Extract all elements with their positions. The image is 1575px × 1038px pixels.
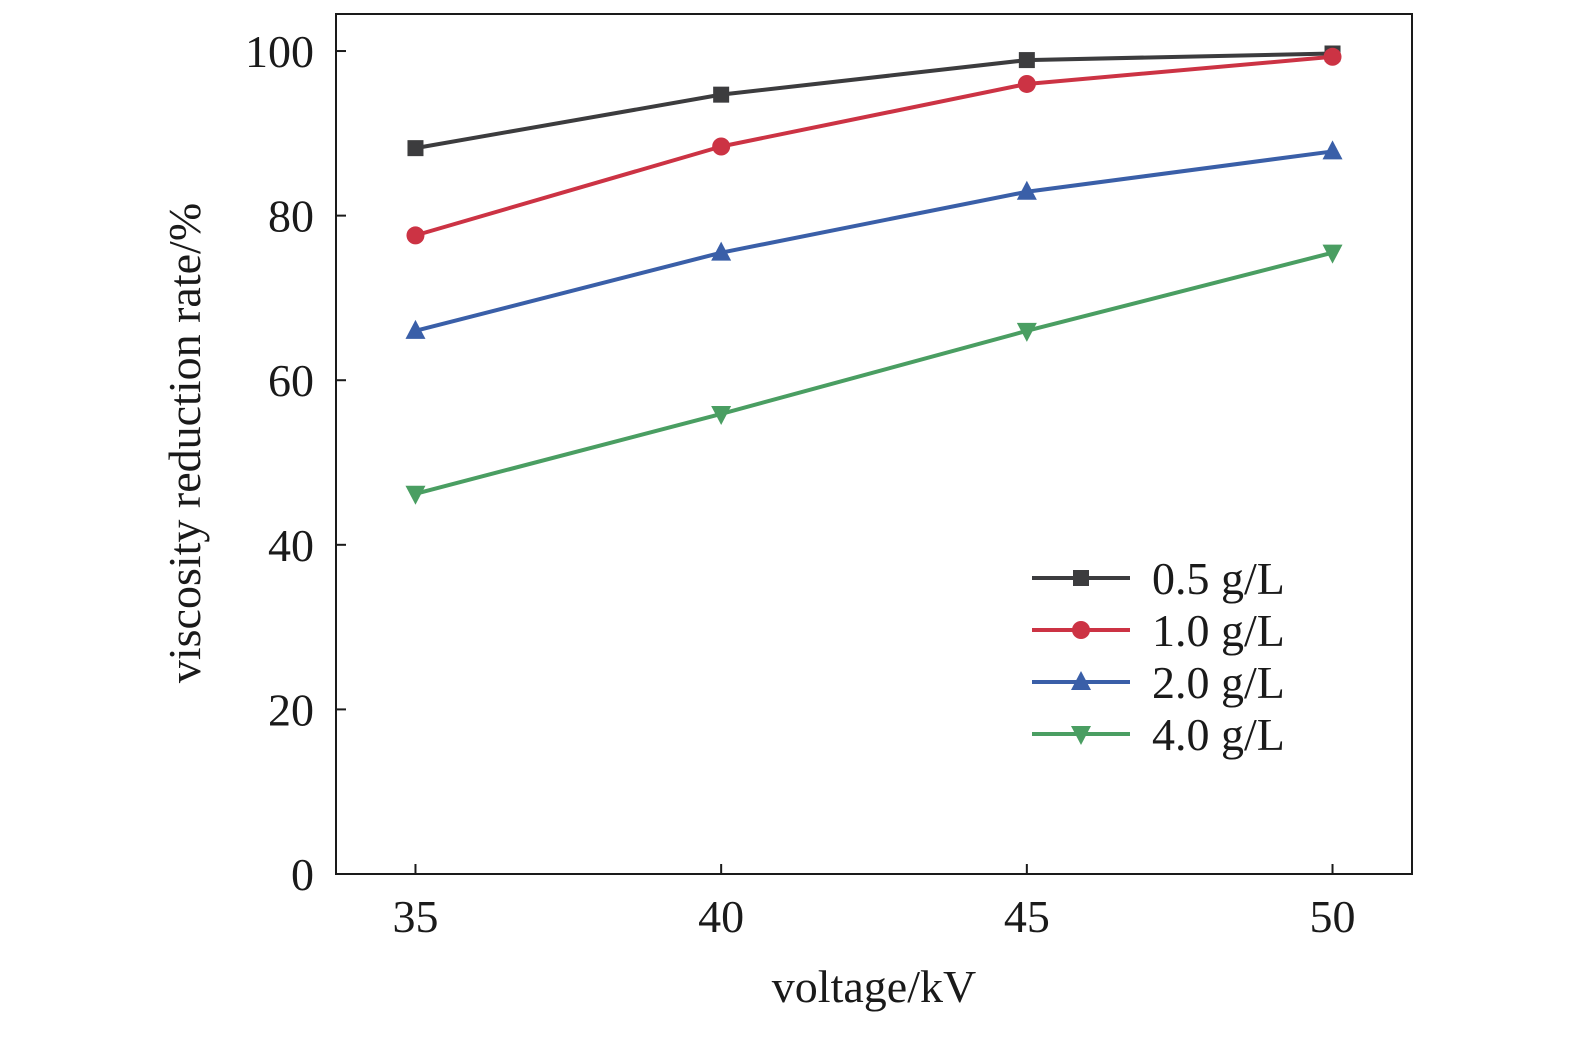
data-point xyxy=(406,226,425,245)
y-tick-label: 100 xyxy=(245,26,314,77)
data-point xyxy=(1016,322,1037,342)
data-point xyxy=(1323,47,1342,66)
plot-frame xyxy=(335,13,1413,875)
x-tick-label: 40 xyxy=(698,891,744,942)
x-tick-label: 45 xyxy=(1004,891,1050,942)
y-axis: 0 20 40 60 80 100 xyxy=(245,26,346,900)
data-point xyxy=(1018,52,1035,69)
data-point xyxy=(1322,140,1343,160)
x-tick-label: 50 xyxy=(1310,891,1356,942)
legend: 0.5 g/L1.0 g/L2.0 g/L4.0 g/L xyxy=(1032,553,1285,760)
data-point xyxy=(711,405,732,425)
y-tick-label: 0 xyxy=(291,849,314,900)
legend-label: 4.0 g/L xyxy=(1152,709,1285,760)
series-line xyxy=(414,250,1334,496)
y-tick-label: 40 xyxy=(268,520,314,571)
legend-label: 2.0 g/L xyxy=(1152,657,1285,708)
legend-label: 0.5 g/L xyxy=(1152,553,1285,604)
data-point xyxy=(712,137,731,156)
legend-marker xyxy=(1071,726,1091,745)
y-tick-label: 60 xyxy=(268,355,314,406)
data-point xyxy=(1017,74,1036,93)
legend-marker xyxy=(1073,570,1089,586)
series-layer xyxy=(405,45,1343,505)
series-line xyxy=(414,54,1333,238)
y-tick-label: 80 xyxy=(268,191,314,242)
series-4 xyxy=(405,244,1343,505)
data-point xyxy=(405,319,426,339)
legend-entry: 1.0 g/L xyxy=(1032,605,1285,656)
x-axis-title: voltage/kV xyxy=(772,961,976,1012)
data-point xyxy=(1322,244,1343,264)
legend-marker xyxy=(1071,671,1091,690)
plot-frame-layer xyxy=(335,13,1413,875)
y-tick-label: 20 xyxy=(268,684,314,735)
data-point xyxy=(407,140,424,157)
series-line xyxy=(415,51,1333,151)
data-point xyxy=(1016,180,1037,200)
series-line xyxy=(414,149,1333,333)
legend-entry: 0.5 g/L xyxy=(1032,553,1285,604)
x-axis: 35 40 45 50 xyxy=(392,864,1356,942)
legend-entry: 4.0 g/L xyxy=(1032,709,1285,760)
series-1 xyxy=(407,45,1341,157)
legend-label: 1.0 g/L xyxy=(1152,605,1285,656)
x-tick-label: 35 xyxy=(392,891,438,942)
legend-marker xyxy=(1072,621,1090,639)
series-3 xyxy=(405,140,1343,339)
data-point xyxy=(711,241,732,261)
data-point xyxy=(405,485,426,505)
y-axis-title: viscosity reduction rate/% xyxy=(159,203,210,683)
legend-entry: 2.0 g/L xyxy=(1032,657,1285,708)
data-point xyxy=(713,86,730,103)
series-2 xyxy=(406,47,1342,245)
